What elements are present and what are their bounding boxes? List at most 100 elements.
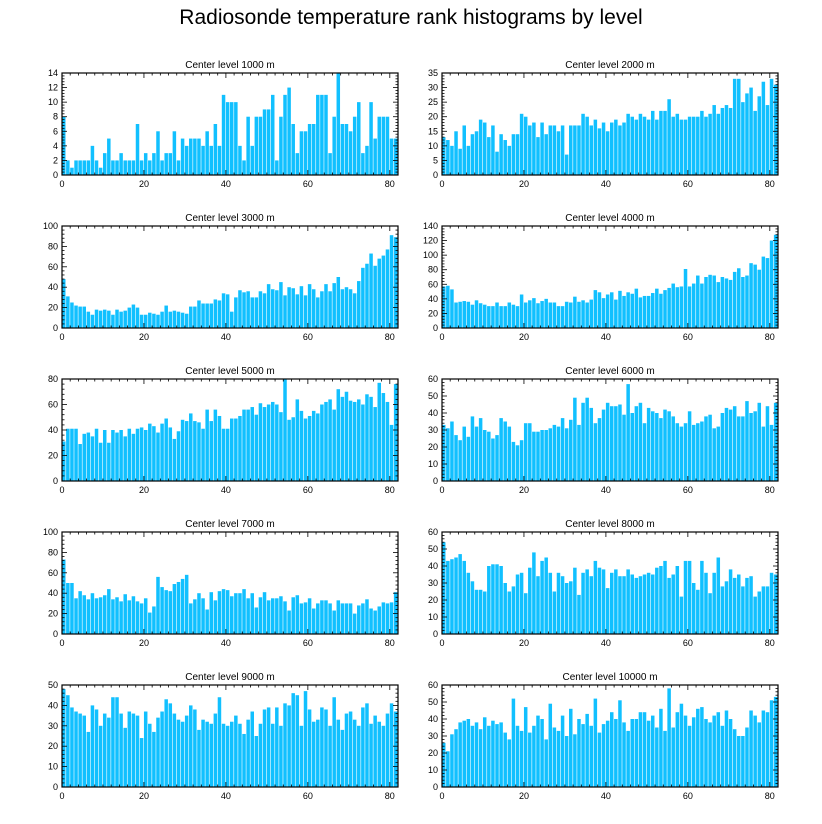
bar xyxy=(213,124,218,175)
bar xyxy=(749,87,753,175)
bar xyxy=(361,153,365,175)
bar xyxy=(442,742,446,787)
bar xyxy=(328,291,332,328)
y-tick-label: 60 xyxy=(48,400,58,410)
bar xyxy=(168,311,173,328)
bar xyxy=(377,258,382,328)
bar xyxy=(659,418,663,481)
bar xyxy=(303,131,308,175)
bar xyxy=(127,428,132,481)
bar xyxy=(659,708,663,787)
bar xyxy=(700,110,704,175)
bar xyxy=(221,589,226,634)
bar xyxy=(564,154,569,175)
bar xyxy=(279,282,283,328)
x-tick-label: 40 xyxy=(221,179,231,189)
bar xyxy=(266,284,271,328)
bar xyxy=(753,715,757,787)
bar xyxy=(741,277,745,328)
bar xyxy=(737,736,741,787)
y-tick-label: 0 xyxy=(433,476,438,486)
bar xyxy=(573,125,577,175)
bar xyxy=(176,431,181,481)
bar xyxy=(221,723,226,787)
bar xyxy=(474,300,479,328)
bar xyxy=(266,109,271,175)
y-tick-label: 100 xyxy=(43,221,58,231)
bar xyxy=(172,131,177,175)
bar xyxy=(601,298,606,328)
bar xyxy=(622,414,626,481)
bar xyxy=(102,430,107,481)
bar xyxy=(82,715,86,787)
bar xyxy=(728,279,733,328)
bar xyxy=(569,302,573,328)
bar xyxy=(373,715,377,787)
bar xyxy=(217,415,222,481)
bar xyxy=(712,105,716,175)
bar xyxy=(119,153,123,175)
bar xyxy=(143,711,148,787)
bar xyxy=(344,124,349,175)
bar xyxy=(585,302,589,328)
y-tick-label: 100 xyxy=(423,250,438,260)
y-tick-label: 20 xyxy=(428,748,438,758)
bar xyxy=(683,268,688,328)
bar xyxy=(749,413,753,481)
bar xyxy=(258,291,263,328)
bar xyxy=(700,421,704,481)
bar xyxy=(336,389,341,481)
bar xyxy=(687,560,692,634)
bar xyxy=(454,131,458,175)
bar xyxy=(324,709,328,787)
bar xyxy=(201,428,205,481)
bar xyxy=(720,586,725,634)
bar xyxy=(287,287,291,328)
bar xyxy=(258,403,263,481)
bar xyxy=(515,134,520,175)
bar xyxy=(560,576,565,634)
bar xyxy=(671,116,675,175)
bar xyxy=(365,145,369,175)
bar xyxy=(209,592,214,634)
bar xyxy=(466,145,471,175)
bar xyxy=(82,595,86,634)
y-tick-label: 80 xyxy=(48,374,58,384)
bar xyxy=(262,109,267,175)
bar xyxy=(540,430,544,481)
bar xyxy=(307,284,312,328)
bar xyxy=(270,401,275,481)
bar xyxy=(626,730,630,787)
bar xyxy=(266,707,271,787)
bar xyxy=(474,589,479,634)
bar xyxy=(119,430,123,481)
bar xyxy=(728,409,733,481)
bar xyxy=(270,723,275,787)
bar xyxy=(357,281,361,328)
bar xyxy=(189,603,193,634)
bar xyxy=(712,275,716,328)
bar xyxy=(732,406,737,481)
bar xyxy=(164,153,168,175)
y-tick-label: 20 xyxy=(48,741,58,751)
bar xyxy=(757,722,762,787)
plot-frame xyxy=(61,225,399,329)
bar xyxy=(548,428,553,481)
bar xyxy=(605,131,610,175)
bar xyxy=(275,707,279,787)
bar xyxy=(593,119,598,175)
bar xyxy=(646,295,651,328)
bar xyxy=(266,600,271,634)
y-tick-label: 0 xyxy=(53,782,58,792)
bar xyxy=(511,441,516,481)
bar xyxy=(650,411,655,481)
bar xyxy=(176,581,181,634)
bar xyxy=(279,725,283,787)
y-tick-label: 15 xyxy=(428,126,438,136)
bar xyxy=(482,717,487,787)
bar xyxy=(164,699,168,787)
bar xyxy=(577,594,581,634)
bar xyxy=(605,720,610,787)
bar xyxy=(679,426,684,481)
bar xyxy=(180,419,185,481)
